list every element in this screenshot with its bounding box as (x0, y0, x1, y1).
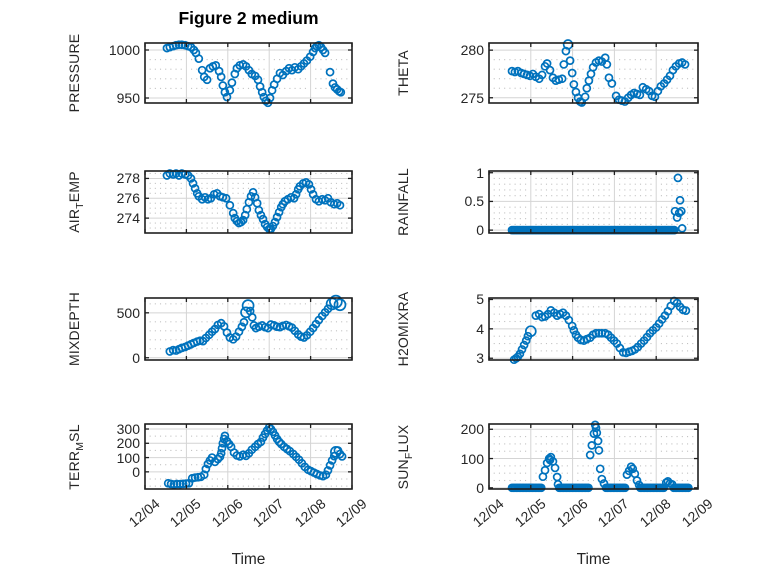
tick-marks (488, 298, 699, 360)
ylabel-pressure: PRESSURE (66, 33, 82, 113)
y-tick-label: 0 (132, 349, 140, 366)
y-tick-label: 1 (476, 164, 484, 181)
scatter-points (163, 422, 347, 489)
minor-grid-dots (493, 177, 694, 225)
scatter-points (507, 420, 693, 493)
axes-box (144, 42, 353, 104)
tick-marks (488, 43, 699, 103)
y-tick-label: 3 (476, 350, 484, 367)
subplot-mixdepth (144, 294, 353, 361)
y-tick-label: 276 (116, 190, 140, 207)
figure-title: Figure 2 medium (178, 8, 319, 28)
minor-grid-dots (149, 172, 348, 229)
ylabel-sun-flux: SUNFLUX (395, 424, 415, 489)
subplot-pressure (144, 40, 353, 108)
tick-marks (144, 171, 353, 233)
y-tick-label: 200 (460, 421, 484, 438)
y-tick-label: 500 (116, 304, 140, 321)
x-axis-label-right: Time (576, 551, 611, 568)
scatter-points (165, 294, 347, 356)
tick-marks (144, 424, 353, 489)
x-tick-label: 12/04 (469, 495, 507, 531)
axes-box (144, 297, 353, 361)
x-tick-label: 12/04 (125, 495, 163, 531)
subplot-sun-flux (488, 420, 699, 493)
y-tick-label: 100 (116, 449, 140, 466)
y-tick-label: 278 (116, 170, 140, 187)
tick-marks (488, 171, 699, 233)
tick-marks (488, 424, 699, 489)
scatter-points (509, 296, 691, 365)
y-tick-label: 0 (476, 222, 484, 239)
y-tick-label: 950 (116, 90, 140, 106)
subplot-rainfall (488, 170, 699, 235)
tick-marks (144, 298, 353, 360)
scatter-points (507, 39, 690, 107)
y-tick-label: 5 (476, 291, 484, 308)
y-tick-label: 100 (460, 450, 484, 467)
y-tick-label: 275 (460, 89, 484, 106)
major-gridlines (489, 298, 698, 360)
y-tick-label: 0 (476, 479, 484, 496)
subplot-terr-msl (144, 422, 353, 490)
y-tick-label: 0.5 (464, 193, 484, 210)
y-tick-label: 1000 (108, 42, 140, 58)
x-axis-label-left: Time (231, 551, 266, 568)
major-gridlines (489, 171, 698, 233)
ylabel-terr-msl: TERRMSL (66, 423, 86, 490)
ylabel-rainfall: RAINFALL (395, 168, 411, 236)
ylabel-mixdepth: MIXDEPTH (66, 292, 82, 366)
y-tick-label: 4 (476, 320, 484, 337)
ylabel-theta: THETA (395, 50, 411, 96)
tick-marks (144, 43, 353, 103)
axes-box (488, 170, 699, 234)
y-tick-label: 274 (116, 210, 140, 227)
scatter-points (162, 169, 345, 234)
y-tick-label: 0 (132, 463, 140, 480)
subplot-h2omixra (488, 296, 699, 365)
subplot-theta (488, 39, 699, 107)
y-tick-label: 200 (116, 435, 140, 452)
ylabel-air-temp: AIRTEMP (66, 171, 86, 233)
axes-box (144, 423, 353, 490)
scatter-points (162, 40, 346, 108)
axes-box (488, 423, 699, 490)
subplot-air-temp (144, 169, 353, 234)
minor-grid-dots (493, 436, 694, 482)
ylabel-h2omixra: H2OMIXRA (395, 291, 411, 367)
axes-box (488, 42, 699, 104)
y-tick-label: 300 (116, 421, 140, 437)
scatter-points (507, 173, 687, 235)
y-tick-label: 280 (460, 42, 484, 59)
axes-box (144, 170, 353, 234)
